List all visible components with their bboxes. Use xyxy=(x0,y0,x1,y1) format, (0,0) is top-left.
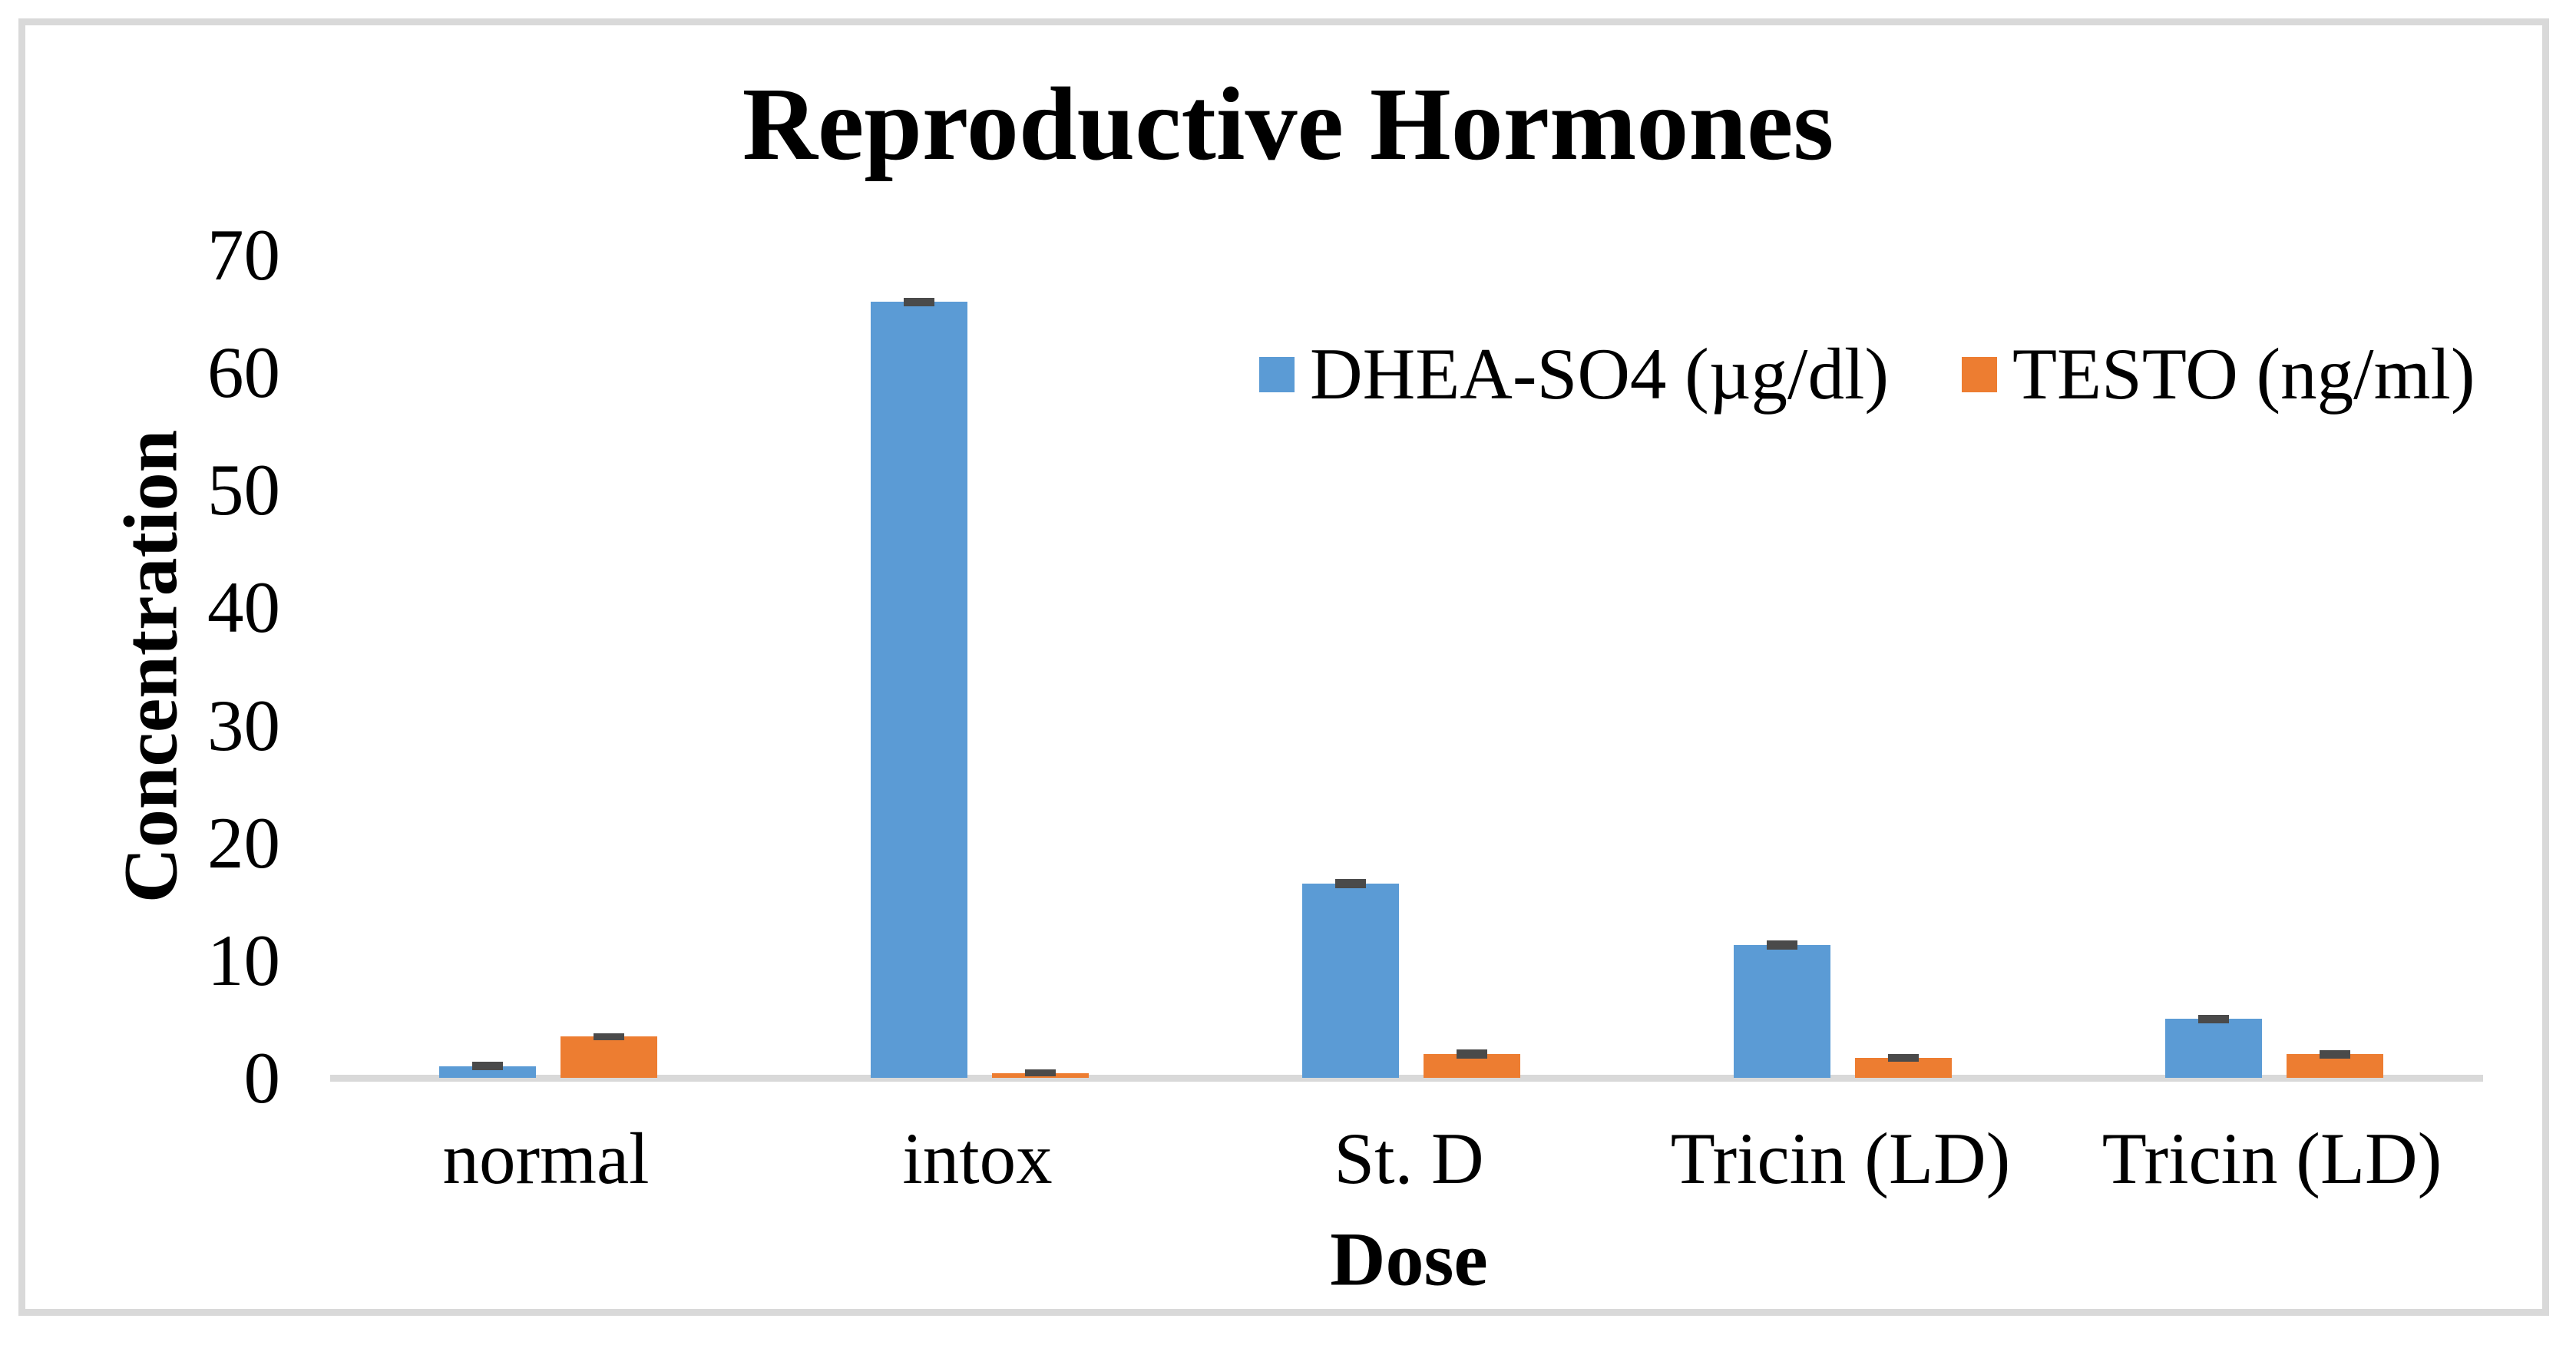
y-tick-label-0: 0 xyxy=(243,1037,281,1119)
error-bar-cap-series0-3 xyxy=(1767,940,1797,950)
bar-series0-tricin-ld- xyxy=(2165,1019,2262,1078)
legend-item-0: DHEA-SO4 (µg/dl) xyxy=(1259,338,1889,411)
y-tick-label-70: 70 xyxy=(207,214,280,296)
chart-title: Reproductive Hormones xyxy=(742,67,1834,182)
error-bar-cap-series0-0 xyxy=(472,1062,503,1071)
y-tick-label-40: 40 xyxy=(207,567,280,649)
legend-marker-icon xyxy=(1259,356,1295,392)
x-tick-label-2: St. D xyxy=(1334,1118,1484,1199)
error-bar-cap-series0-2 xyxy=(1335,879,1366,889)
bar-series0-tricin-ld- xyxy=(1734,944,1830,1078)
legend-marker-icon xyxy=(1961,356,1997,392)
legend: DHEA-SO4 (µg/dl) TESTO (ng/ml) xyxy=(1259,338,2475,411)
x-axis-title: Dose xyxy=(1330,1216,1488,1302)
y-tick-label-30: 30 xyxy=(207,684,280,766)
x-tick-label-1: intox xyxy=(902,1118,1053,1199)
x-tick-label-4: Tricin (LD) xyxy=(2101,1118,2442,1199)
error-bar-cap-series1-3 xyxy=(1888,1053,1919,1062)
error-bar-cap-series1-0 xyxy=(594,1033,624,1040)
y-tick-label-60: 60 xyxy=(207,332,280,414)
y-tick-label-20: 20 xyxy=(207,801,280,884)
bar-series1-normal xyxy=(561,1036,657,1078)
chart-frame-border xyxy=(18,18,2549,1316)
error-bar-cap-series1-2 xyxy=(1457,1049,1487,1059)
legend-label: DHEA-SO4 (µg/dl) xyxy=(1310,333,1889,415)
bar-series0-st-d xyxy=(1302,884,1399,1078)
y-tick-label-50: 50 xyxy=(207,449,280,531)
plot-area xyxy=(330,255,2488,1082)
x-axis-line xyxy=(330,1075,2483,1082)
bar-series0-intox xyxy=(871,302,967,1078)
legend-label: TESTO (ng/ml) xyxy=(2012,333,2475,415)
error-bar-cap-series0-4 xyxy=(2198,1015,2229,1023)
error-bar-cap-series0-1 xyxy=(904,297,934,306)
bar-series0-normal xyxy=(439,1066,536,1078)
y-tick-label-10: 10 xyxy=(207,919,280,1001)
error-bar-cap-series1-1 xyxy=(1025,1069,1056,1077)
x-tick-label-3: Tricin (LD) xyxy=(1670,1118,2011,1199)
error-bar-cap-series1-4 xyxy=(2320,1050,2350,1059)
x-tick-label-0: normal xyxy=(442,1118,650,1199)
legend-item-1: TESTO (ng/ml) xyxy=(1961,333,2475,415)
